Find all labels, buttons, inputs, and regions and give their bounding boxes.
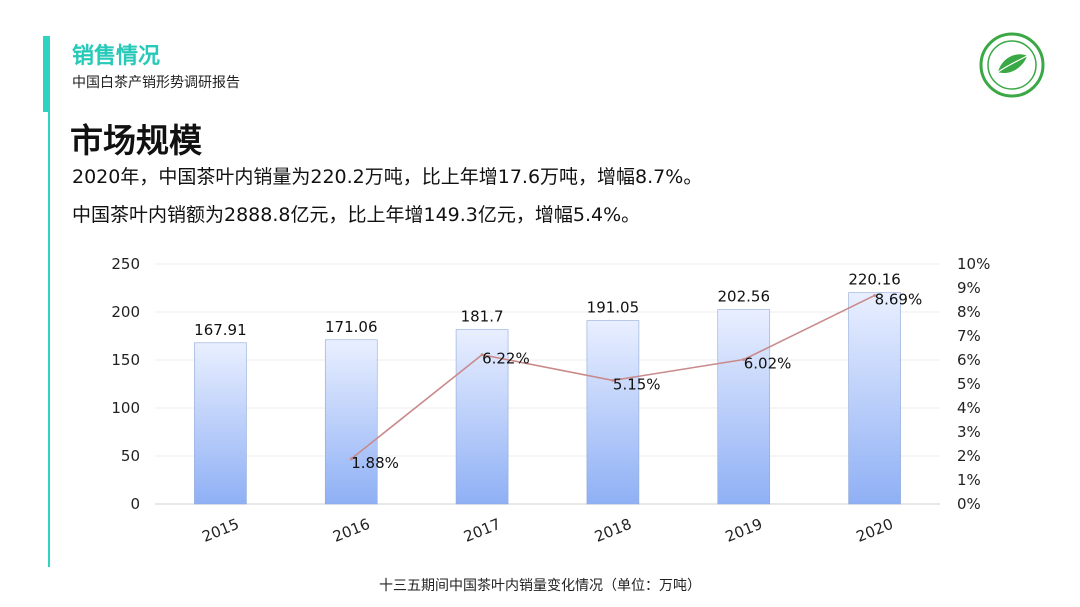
y-left-tick-label: 250 [111, 255, 140, 273]
x-tick-label: 2019 [723, 515, 765, 546]
bar-value-label: 220.16 [848, 271, 901, 289]
y-right-tick-label: 4% [957, 399, 981, 417]
report-subtitle: 中国白茶产销形势调研报告 [72, 75, 240, 91]
y-right-tick-label: 7% [957, 327, 981, 345]
growth-value-label: 8.69% [875, 290, 923, 308]
y-left-tick-label: 50 [121, 447, 140, 465]
section-title: 销售情况 [72, 44, 161, 69]
x-tick-label: 2015 [199, 515, 241, 546]
bar-value-label: 171.06 [325, 318, 378, 336]
x-tick-label: 2018 [592, 515, 634, 546]
x-tick-label: 2020 [854, 515, 896, 546]
summary-line-volume: 2020年，中国茶叶内销量为220.2万吨，比上年增17.6万吨，增幅8.7%。 [72, 166, 703, 188]
bar-value-label: 202.56 [718, 288, 771, 306]
y-right-tick-label: 3% [957, 423, 981, 441]
summary-line-value: 中国茶叶内销额为2888.8亿元，比上年增149.3亿元，增幅5.4%。 [72, 204, 641, 226]
growth-point [873, 293, 877, 297]
accent-line [48, 112, 50, 567]
bar [194, 342, 247, 505]
growth-value-label: 1.88% [351, 454, 399, 472]
y-right-tick-label: 9% [957, 279, 981, 297]
bar-value-label: 181.7 [461, 308, 504, 326]
bar [324, 339, 378, 505]
bar-value-label: 167.91 [194, 321, 247, 339]
bar [586, 320, 640, 505]
y-left-tick-label: 150 [111, 351, 140, 369]
growth-point [480, 353, 484, 357]
bar [848, 292, 901, 505]
bar-value-label: 191.05 [587, 299, 640, 317]
page-heading: 市场规模 [70, 121, 202, 160]
y-right-tick-label: 10% [957, 255, 990, 273]
logo-icon [979, 32, 1045, 98]
x-tick-label: 2016 [330, 515, 372, 546]
y-right-tick-label: 1% [957, 471, 981, 489]
y-right-tick-label: 2% [957, 447, 981, 465]
chart-caption: 十三五期间中国茶叶内销量变化情况（单位：万吨） [379, 578, 701, 594]
growth-value-label: 6.22% [482, 350, 530, 368]
y-left-tick-label: 200 [111, 303, 140, 321]
y-right-tick-label: 8% [957, 303, 981, 321]
growth-value-label: 5.15% [613, 375, 661, 393]
growth-value-label: 6.02% [744, 355, 792, 373]
y-right-tick-label: 0% [957, 495, 981, 513]
y-left-tick-label: 100 [111, 399, 140, 417]
growth-point [611, 378, 615, 382]
bar [455, 329, 509, 505]
y-right-tick-label: 6% [957, 351, 981, 369]
y-right-tick-label: 5% [957, 375, 981, 393]
growth-point [742, 358, 746, 362]
growth-point [349, 457, 353, 461]
accent-bar [43, 36, 50, 112]
x-tick-label: 2017 [461, 515, 503, 546]
bar [717, 309, 771, 505]
y-left-tick-label: 0 [130, 495, 140, 513]
